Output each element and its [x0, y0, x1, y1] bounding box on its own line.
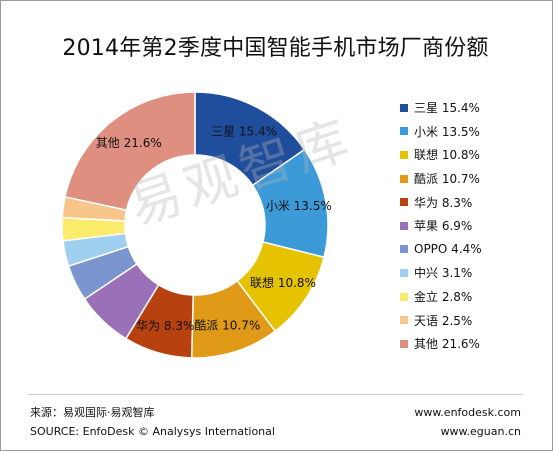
slice-label-5: 华为 8.3%	[136, 319, 194, 333]
legend-label: 其他 21.6%	[414, 337, 480, 352]
legend-swatch	[400, 221, 408, 230]
legend-label: 华为 8.3%	[414, 195, 473, 210]
legend-item-7: OPPO 4.4%	[400, 238, 482, 262]
footer-divider	[28, 394, 523, 395]
source-en: SOURCE: EnfoDesk © Analysys Internationa…	[30, 425, 275, 438]
legend-label: 酷派 10.7%	[414, 172, 480, 187]
slice-label-4: 酷派 10.7%	[194, 318, 260, 332]
legend-label: 天语 2.5%	[414, 313, 473, 328]
legend-swatch	[400, 198, 408, 207]
legend-label: OPPO 4.4%	[414, 242, 482, 257]
legend-swatch	[400, 174, 408, 183]
legend-item-11: 其他 21.6%	[400, 332, 482, 356]
legend-swatch	[400, 292, 408, 301]
legend-label: 联想 10.8%	[414, 148, 480, 163]
legend-swatch	[400, 316, 408, 325]
legend-item-9: 金立 2.8%	[400, 285, 482, 309]
legend-label: 金立 2.8%	[414, 290, 473, 305]
legend-label: 小米 13.5%	[414, 124, 480, 139]
legend-item-10: 天语 2.5%	[400, 308, 482, 332]
slice-label-3: 联想 10.8%	[250, 275, 316, 290]
slice-label-1: 三星 15.4%	[211, 125, 277, 139]
legend-swatch	[400, 150, 408, 159]
legend-item-4: 酷派 10.7%	[400, 167, 482, 191]
slice-label-2: 小米 13.5%	[266, 199, 332, 213]
source-cn: 来源：易观国际·易观智库	[30, 406, 155, 419]
legend-item-3: 联想 10.8%	[400, 143, 482, 167]
legend-swatch	[400, 103, 408, 112]
footer-source: 来源：易观国际·易观智库 SOURCE: EnfoDesk © Analysys…	[30, 403, 275, 441]
legend-item-5: 华为 8.3%	[400, 190, 482, 214]
legend-swatch	[400, 268, 408, 277]
legend-label: 苹果 6.9%	[414, 219, 473, 234]
slice-label-11: 其他 21.6%	[96, 136, 162, 150]
legend-label: 中兴 3.1%	[414, 266, 473, 281]
legend-swatch	[400, 245, 408, 254]
legend-item-8: 中兴 3.1%	[400, 261, 482, 285]
chart-legend: 三星 15.4% 小米 13.5% 联想 10.8% 酷派 10.7% 华为 8.3% 苹…	[400, 96, 482, 356]
url-eguan: www.eguan.cn	[440, 425, 521, 438]
legend-swatch	[400, 339, 408, 348]
chart-title: 2014年第2季度中国智能手机市场厂商份额	[62, 36, 489, 61]
slice-11	[64, 91, 196, 212]
legend-item-6: 苹果 6.9%	[400, 214, 482, 238]
legend-swatch	[400, 127, 408, 136]
legend-item-2: 小米 13.5%	[400, 120, 482, 144]
legend-item-1: 三星 15.4%	[400, 96, 482, 120]
footer-urls: www.enfodesk.com www.eguan.cn	[414, 403, 521, 441]
url-enfodesk: www.enfodesk.com	[414, 406, 521, 419]
legend-label: 三星 15.4%	[414, 101, 480, 116]
